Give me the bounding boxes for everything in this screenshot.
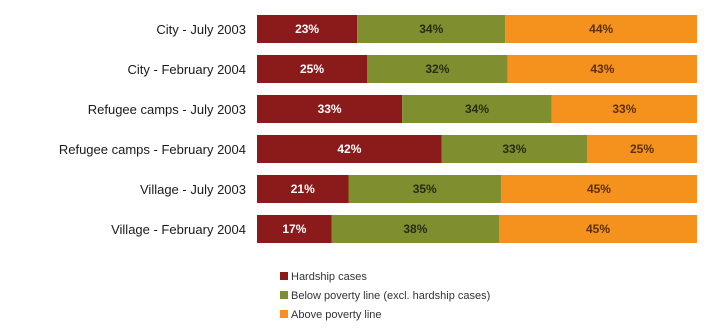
data-label-below-poverty-line-excl-hardship-cases-1: 34%	[419, 22, 443, 36]
category-label-village-july-2003: Village - July 2003	[140, 182, 246, 197]
bar-segment-above-poverty-line-6	[499, 215, 697, 243]
data-label-hardship-cases-3: 33%	[318, 102, 342, 116]
data-label-hardship-cases-6: 17%	[282, 222, 306, 236]
data-label-above-poverty-line-5: 45%	[587, 182, 611, 196]
data-label-hardship-cases-2: 25%	[300, 62, 324, 76]
category-label-city-february-2004: City - February 2004	[128, 62, 247, 77]
data-label-below-poverty-line-excl-hardship-cases-5: 35%	[413, 182, 437, 196]
legend-swatch-above-poverty-line	[280, 310, 288, 318]
bar-segment-above-poverty-line-3	[551, 95, 697, 123]
data-label-hardship-cases-1: 23%	[295, 22, 319, 36]
legend-label-above-poverty-line: Above poverty line	[291, 309, 382, 321]
bar-segment-above-poverty-line-2	[507, 55, 697, 83]
bar-segment-below-poverty-line-excl-hardship-cases-2	[367, 55, 508, 83]
data-label-below-poverty-line-excl-hardship-cases-4: 33%	[502, 142, 526, 156]
bar-segment-above-poverty-line-5	[500, 175, 697, 203]
bar-segment-above-poverty-line-4	[587, 135, 697, 163]
bar-segment-above-poverty-line-1	[505, 15, 697, 43]
data-label-above-poverty-line-6: 45%	[586, 222, 610, 236]
bar-segment-hardship-cases-1	[257, 15, 358, 43]
legend-swatch-below-poverty-line-excl-hardship-cases	[280, 291, 288, 299]
data-label-above-poverty-line-4: 25%	[630, 142, 654, 156]
bar-segment-hardship-cases-6	[257, 215, 332, 243]
category-labels: City - July 2003 City - February 2004 Refu…	[59, 22, 246, 237]
data-label-above-poverty-line-2: 43%	[590, 62, 614, 76]
category-label-city-july-2003: City - July 2003	[156, 22, 246, 37]
legend: Hardship cases Below poverty line (excl. …	[280, 271, 490, 321]
bar-segment-hardship-cases-3	[257, 95, 403, 123]
data-label-hardship-cases-5: 21%	[291, 182, 315, 196]
bars: 23% 34% 44% 25% 32% 43% 33% 34% 33% 42% 33% 25% 21% 3…	[257, 15, 697, 243]
data-label-above-poverty-line-3: 33%	[612, 102, 636, 116]
bar-segment-hardship-cases-4	[257, 135, 442, 163]
bar-segment-below-poverty-line-excl-hardship-cases-3	[402, 95, 552, 123]
bar-segment-hardship-cases-5	[257, 175, 349, 203]
legend-swatch-hardship-cases	[280, 272, 288, 280]
data-label-below-poverty-line-excl-hardship-cases-2: 32%	[425, 62, 449, 76]
bar-segment-below-poverty-line-excl-hardship-cases-5	[348, 175, 501, 203]
bar-segment-below-poverty-line-excl-hardship-cases-6	[331, 215, 499, 243]
category-label-refugee-camps-july-2003: Refugee camps - July 2003	[88, 102, 246, 117]
data-label-hardship-cases-4: 42%	[337, 142, 361, 156]
category-label-refugee-camps-february-2004: Refugee camps - February 2004	[59, 142, 246, 157]
data-label-below-poverty-line-excl-hardship-cases-6: 38%	[403, 222, 427, 236]
bar-segment-below-poverty-line-excl-hardship-cases-4	[441, 135, 587, 163]
legend-label-below-poverty-line-excl-hardship-cases: Below poverty line (excl. hardship cases…	[291, 290, 490, 302]
bar-segment-below-poverty-line-excl-hardship-cases-1	[357, 15, 506, 43]
legend-label-hardship-cases: Hardship cases	[291, 271, 367, 283]
data-label-above-poverty-line-1: 44%	[589, 22, 613, 36]
category-label-village-february-2004: Village - February 2004	[111, 222, 246, 237]
data-label-below-poverty-line-excl-hardship-cases-3: 34%	[465, 102, 489, 116]
bar-segment-hardship-cases-2	[257, 55, 367, 83]
